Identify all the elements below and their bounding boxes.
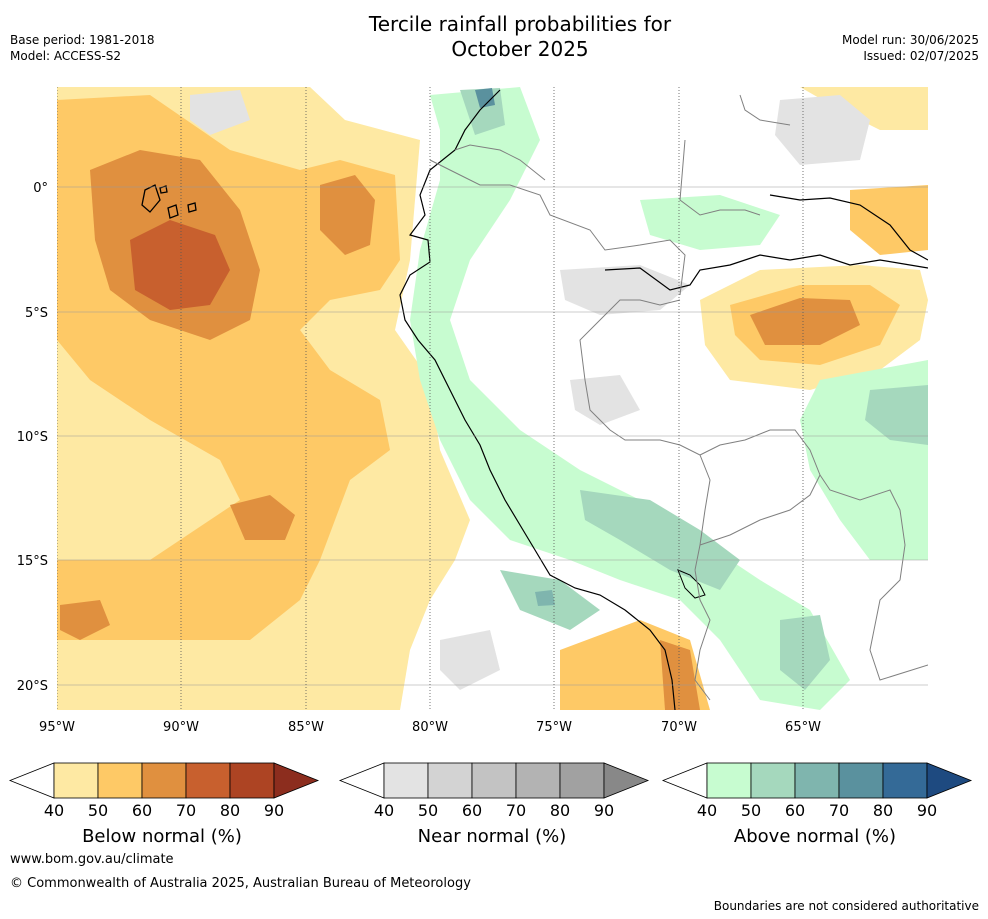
colorbar-tick-label: 80 — [220, 801, 240, 820]
near-normal-patch-5 — [190, 90, 250, 135]
colorbar-tick-label: 70 — [176, 801, 196, 820]
colorbar-segment — [383, 762, 429, 799]
near-normal-patch-4 — [440, 630, 500, 690]
galapagos-islands — [141, 184, 197, 219]
colorbar-segment — [706, 762, 752, 799]
colorbar-label-above: Above normal (%) — [733, 826, 897, 847]
above-normal-region-50c — [865, 385, 928, 445]
colorbar-segment — [229, 762, 275, 799]
amazon-river — [604, 254, 928, 291]
colorbar-tick-label: 80 — [873, 801, 893, 820]
below-normal-region-60d — [60, 600, 110, 640]
colorbar-tick-label: 40 — [374, 801, 394, 820]
lon-label: 95°W — [39, 720, 75, 735]
country-borders — [429, 94, 928, 701]
rio-negro — [769, 194, 928, 261]
colorbar-below-normal: 40 50 60 70 80 90 — [8, 762, 320, 820]
copyright-notice: © Commonwealth of Australia 2025, Austra… — [10, 876, 471, 891]
graticule — [57, 186, 928, 686]
colorbar-segment — [559, 762, 605, 799]
boundary-disclaimer: Boundaries are not considered authoritat… — [713, 899, 979, 913]
title-line-1: Tercile rainfall probabilities for — [368, 12, 672, 36]
below-normal-region-east-60 — [750, 298, 860, 345]
colorbar-segment — [471, 762, 517, 799]
colorbar-tick-label: 90 — [264, 801, 284, 820]
colorbar-max-extend — [926, 762, 973, 799]
colorbar-tick-label: 90 — [594, 801, 614, 820]
longitude-labels: 95°W 90°W 85°W 80°W 75°W 70°W 65°W — [39, 720, 821, 735]
colorbar-segment — [515, 762, 561, 799]
lat-label: 10°S — [17, 430, 48, 445]
colorbar-above-normal: 40 50 60 70 80 90 — [661, 762, 973, 820]
near-normal-patch-2 — [560, 265, 690, 315]
colorbar-segment — [794, 762, 840, 799]
lat-label: 0° — [33, 181, 48, 196]
colorbar-segment — [882, 762, 928, 799]
colorbar-tick-label: 50 — [88, 801, 108, 820]
colorbar-max-extend — [273, 762, 320, 799]
title-line-2: October 2025 — [451, 37, 589, 61]
near-normal-patch-1 — [775, 95, 870, 165]
above-normal-region-50 — [580, 490, 740, 590]
website-link[interactable]: www.bom.gov.au/climate — [10, 852, 174, 867]
rainfall-probability-map: 0° 5°S 10°S 15°S 20°S 95°W 90°W 85°W 80°… — [17, 87, 928, 735]
above-normal-region-north — [640, 195, 780, 250]
colorbar-segment — [427, 762, 473, 799]
below-normal-region-70 — [130, 220, 230, 310]
colorbar-tick-label: 40 — [697, 801, 717, 820]
lon-label: 90°W — [163, 720, 199, 735]
colorbar-segment — [185, 762, 231, 799]
colorbar-tick-label: 40 — [44, 801, 64, 820]
below-normal-region-60c — [230, 495, 295, 540]
colorbar-tick-label: 60 — [132, 801, 152, 820]
lake-titicaca — [677, 569, 706, 599]
probability-shading — [57, 87, 928, 710]
lon-label: 80°W — [412, 720, 448, 735]
lon-label: 70°W — [661, 720, 697, 735]
colorbar-label-below: Below normal (%) — [82, 826, 242, 847]
below-normal-region-south-60 — [660, 640, 700, 710]
latitude-labels: 0° 5°S 10°S 15°S 20°S — [17, 181, 48, 694]
coastline — [399, 89, 676, 710]
model-name: Model: ACCESS-S2 — [10, 49, 122, 63]
colorbar-tick-label: 80 — [550, 801, 570, 820]
lon-label: 65°W — [785, 720, 821, 735]
colorbar-tick-label: 90 — [917, 801, 937, 820]
colorbar-tick-label: 60 — [785, 801, 805, 820]
lat-label: 5°S — [25, 306, 48, 321]
model-info: Base period: 1981-2018 Model: ACCESS-S2 — [10, 32, 155, 64]
above-normal-region-50d — [780, 615, 830, 690]
colorbar-min-extend — [661, 762, 708, 799]
colorbar-tick-label: 50 — [418, 801, 438, 820]
issued-date: Issued: 02/07/2025 — [863, 49, 979, 63]
colorbar-tick-label: 50 — [741, 801, 761, 820]
below-normal-region-ne2 — [850, 185, 928, 255]
colorbar-min-extend — [338, 762, 385, 799]
lon-label: 75°W — [536, 720, 572, 735]
meridians — [57, 87, 804, 710]
base-period: Base period: 1981-2018 — [10, 33, 155, 47]
colorbar-segment — [141, 762, 187, 799]
colorbar-segment — [838, 762, 884, 799]
above-normal-region-70 — [475, 88, 495, 108]
lat-label: 20°S — [17, 679, 48, 694]
map-title: Tercile rainfall probabilities for Octob… — [0, 12, 988, 62]
lon-label: 85°W — [288, 720, 324, 735]
run-info: Model run: 30/06/2025 Issued: 02/07/2025 — [842, 32, 979, 64]
colorbar-label-near: Near normal (%) — [417, 826, 567, 847]
colorbar-segment — [97, 762, 143, 799]
colorbar-segment — [750, 762, 796, 799]
lat-label: 15°S — [17, 554, 48, 569]
above-normal-region-60 — [535, 590, 555, 606]
colorbar-min-extend — [8, 762, 55, 799]
colorbar-tick-label: 60 — [462, 801, 482, 820]
colorbar-tick-label: 70 — [506, 801, 526, 820]
model-run: Model run: 30/06/2025 — [841, 33, 979, 47]
colorbar-segment — [53, 762, 99, 799]
below-normal-region-60b — [320, 175, 375, 255]
colorbar-tick-label: 70 — [829, 801, 849, 820]
near-normal-patch-3 — [570, 375, 640, 425]
colorbar-max-extend — [603, 762, 650, 799]
colorbar-near-normal: 40 50 60 70 80 90 — [338, 762, 650, 820]
